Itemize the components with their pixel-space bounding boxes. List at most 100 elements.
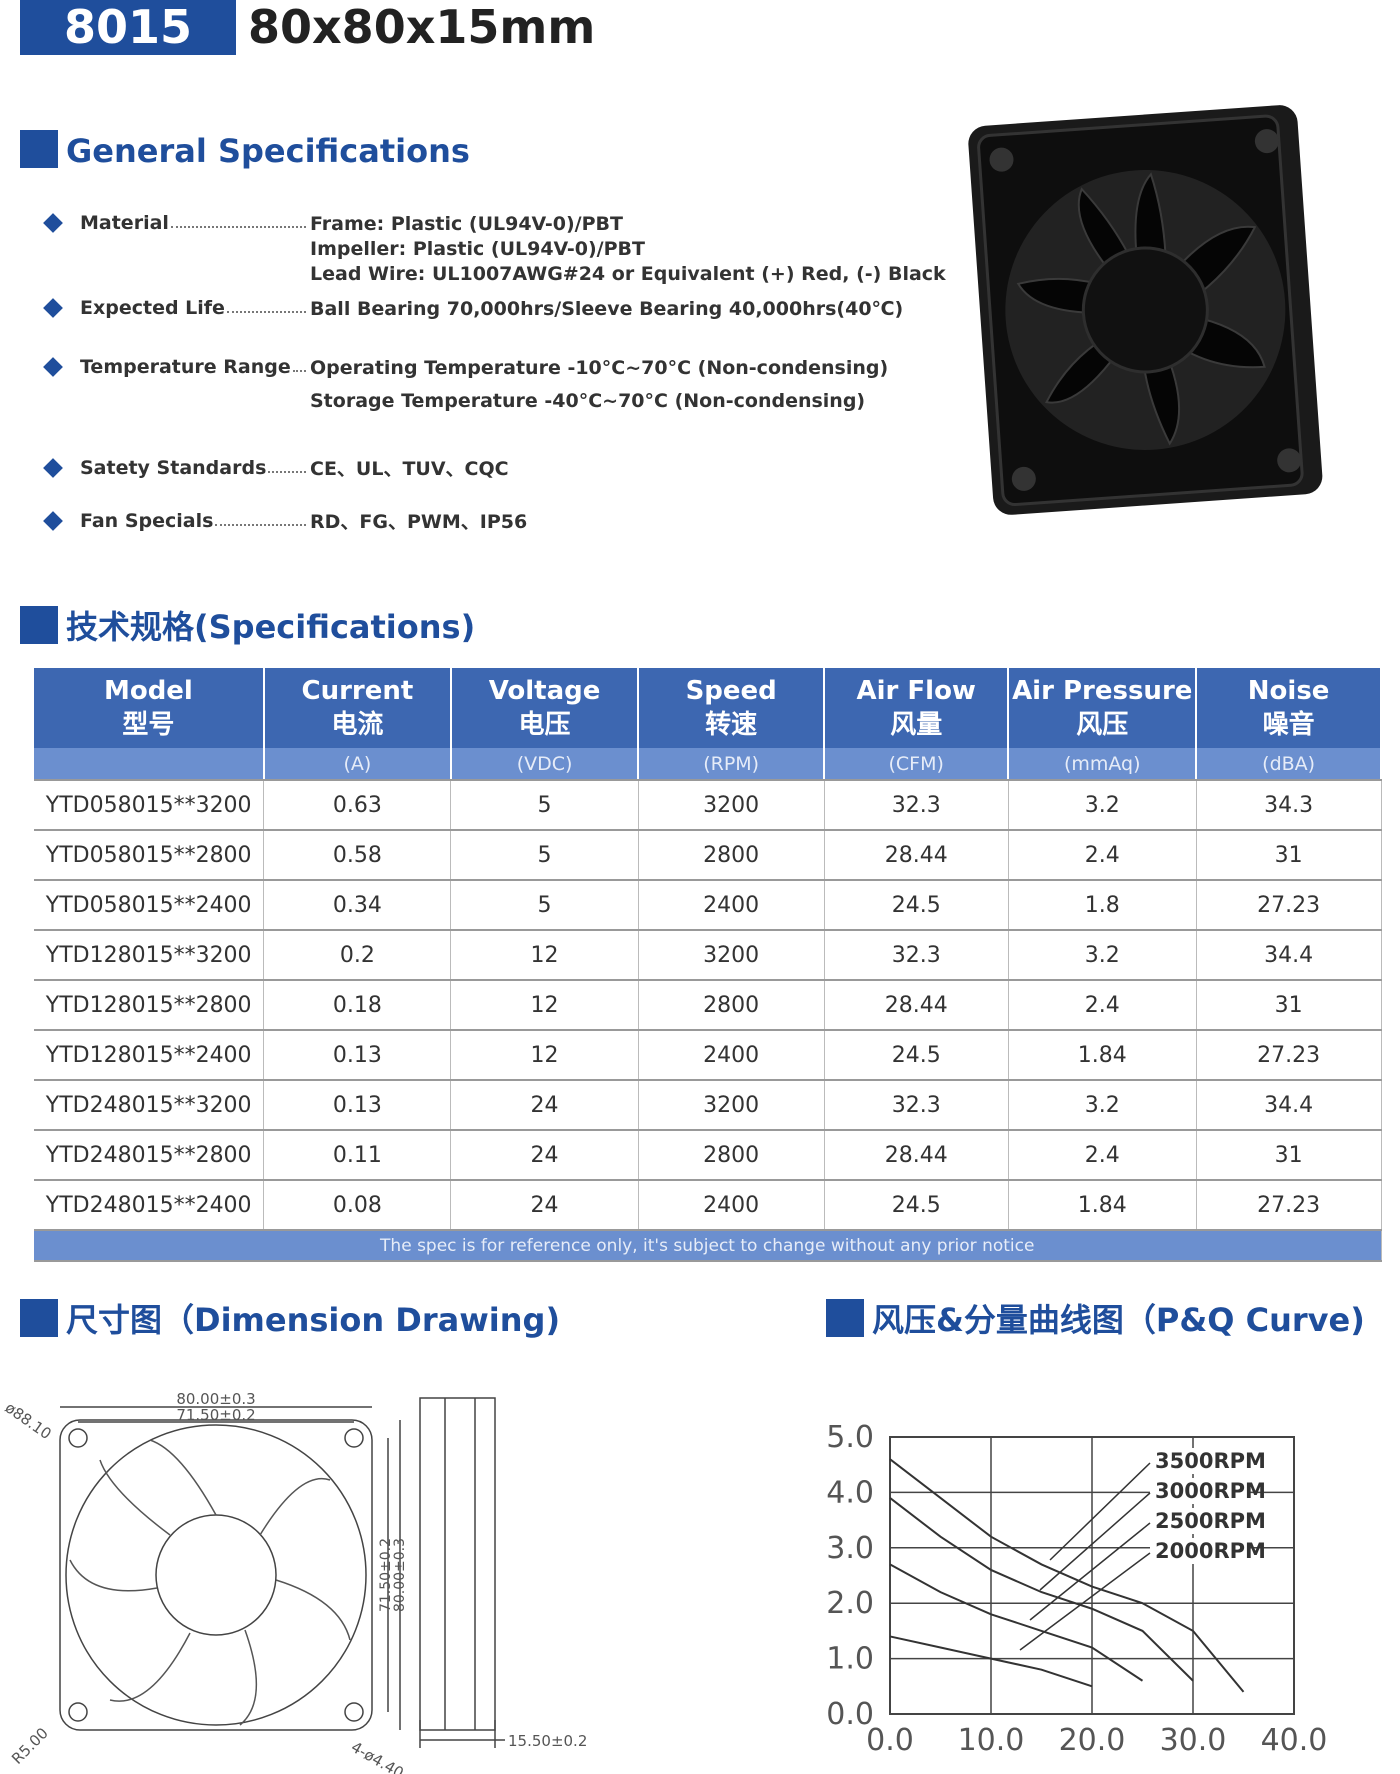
legend-bg bbox=[1150, 1448, 1248, 1474]
column-header: Air Flow 风量 bbox=[824, 668, 1010, 748]
spec-line: Frame: Plastic (UL94V-0)/PBT bbox=[310, 213, 623, 235]
legend-arrow bbox=[1049, 1462, 1151, 1561]
header-en: Air Pressure bbox=[1012, 676, 1193, 706]
dimension-label: 71.50±0.2 bbox=[176, 1406, 255, 1424]
curve bbox=[889, 1497, 1194, 1682]
cell: 5 bbox=[450, 780, 639, 831]
legend-arrow bbox=[1039, 1492, 1151, 1591]
cell: 0.13 bbox=[263, 1080, 452, 1131]
cell: 27.23 bbox=[1196, 1180, 1382, 1231]
specs-heading: 技术规格(Specifications) bbox=[20, 602, 475, 648]
header-en: Model bbox=[103, 676, 193, 706]
cell: 31 bbox=[1196, 1130, 1382, 1181]
cell: 28.44 bbox=[824, 1130, 1009, 1181]
data-row: YTD128015**2400 0.13 12 2400 24.5 1.84 27.23 bbox=[34, 1030, 1382, 1081]
size-title: 80x80x15mm bbox=[248, 0, 596, 54]
cell: 24 bbox=[450, 1080, 639, 1131]
spec-line: RD、FG、PWM、IP56 bbox=[310, 511, 528, 533]
header-en: Air Flow bbox=[856, 676, 976, 706]
cell: YTD128015**2400 bbox=[34, 1030, 265, 1081]
x-tick-label: 40.0 bbox=[1261, 1723, 1328, 1758]
cell: YTD058015**2800 bbox=[34, 830, 265, 881]
note-row: The spec is for reference only, it's sub… bbox=[34, 1230, 1382, 1262]
cell: 2.4 bbox=[1008, 830, 1197, 881]
legend-label: 2000RPM bbox=[1155, 1539, 1266, 1563]
cell: 3200 bbox=[638, 1080, 825, 1131]
note: The spec is for reference only, it's sub… bbox=[34, 1230, 1382, 1262]
cell: 0.08 bbox=[263, 1180, 452, 1231]
cell: 24.5 bbox=[824, 1030, 1009, 1081]
heading-text: 技术规格(Specifications) bbox=[66, 608, 476, 646]
heading-text: 尺寸图（Dimension Drawing) bbox=[66, 1301, 561, 1339]
cell: 0.18 bbox=[263, 980, 452, 1031]
unit-cell: (VDC) bbox=[450, 748, 640, 781]
leader-dots bbox=[293, 370, 306, 372]
unit-cell: (CFM) bbox=[824, 748, 1010, 781]
cell: 12 bbox=[450, 930, 639, 981]
leader-dots bbox=[171, 226, 306, 228]
legend-bg bbox=[1150, 1508, 1248, 1534]
cell: 3200 bbox=[638, 930, 825, 981]
spec-line: Impeller: Plastic (UL94V-0)/PBT bbox=[310, 238, 645, 260]
cell: 28.44 bbox=[824, 830, 1009, 881]
cell: YTD128015**3200 bbox=[34, 930, 265, 981]
cell: YTD058015**3200 bbox=[34, 780, 265, 831]
header-en: Speed bbox=[685, 676, 777, 706]
header-en: Noise bbox=[1247, 676, 1330, 706]
cell: 0.2 bbox=[263, 930, 452, 981]
x-tick-label: 20.0 bbox=[1059, 1723, 1126, 1758]
cell: 5 bbox=[450, 830, 639, 881]
header-zh: 电流 bbox=[331, 710, 384, 740]
header-en: Current bbox=[301, 676, 414, 706]
cell: 1.84 bbox=[1008, 1030, 1197, 1081]
general-heading: General Specifications bbox=[20, 130, 470, 170]
bullet bbox=[43, 298, 63, 318]
dimension-drawing bbox=[59, 1397, 505, 1748]
cell: YTD248015**2400 bbox=[34, 1180, 265, 1231]
cell: YTD248015**3200 bbox=[34, 1080, 265, 1131]
data-row: YTD058015**2800 0.58 5 2800 28.44 2.4 31 bbox=[34, 830, 1382, 881]
cell: 2800 bbox=[638, 980, 825, 1031]
column-header: Model 型号 bbox=[34, 668, 265, 748]
dimension-heading: 尺寸图（Dimension Drawing) bbox=[20, 1295, 560, 1341]
cell: 3.2 bbox=[1008, 930, 1197, 981]
cell: YTD058015**2400 bbox=[34, 880, 265, 931]
header-zh: 转速 bbox=[705, 710, 758, 740]
column-header: Voltage 电压 bbox=[450, 668, 640, 748]
dimension-label: 4-ø4.40 bbox=[348, 1738, 407, 1774]
header-zh: 电压 bbox=[518, 710, 571, 740]
column-header: Speed 转速 bbox=[638, 668, 826, 748]
cell: 24.5 bbox=[824, 880, 1009, 931]
cell: 1.8 bbox=[1008, 880, 1197, 931]
y-tick-label: 4.0 bbox=[826, 1475, 874, 1510]
legend-bg bbox=[1150, 1478, 1248, 1504]
data-row: YTD248015**2800 0.11 24 2800 28.44 2.4 31 bbox=[34, 1130, 1382, 1181]
cell: 31 bbox=[1196, 830, 1382, 881]
cell: 0.13 bbox=[263, 1030, 452, 1081]
legend-arrow bbox=[1019, 1552, 1151, 1651]
legend-bg bbox=[1150, 1538, 1248, 1564]
cell: 32.3 bbox=[824, 930, 1009, 981]
cell: 32.3 bbox=[824, 1080, 1009, 1131]
dimension-label: 71.50±0.2 bbox=[378, 1538, 394, 1612]
spec-value: CE、UL、TUV、CQC bbox=[310, 457, 509, 482]
dimension-label: 80.00±0.3 bbox=[392, 1538, 408, 1612]
cell: YTD248015**2800 bbox=[34, 1130, 265, 1181]
header-row: Model 型号 Current 电流 Voltage 电压 Speed 转速 Air Flow… bbox=[34, 668, 1382, 748]
y-tick-label: 3.0 bbox=[826, 1531, 874, 1566]
heading-text: General Specifications bbox=[66, 132, 470, 170]
curve bbox=[889, 1458, 1245, 1693]
spec-label: Satety Standards bbox=[80, 457, 267, 479]
legend-label: 3500RPM bbox=[1155, 1449, 1266, 1473]
dimension-label: R5.00 bbox=[8, 1724, 52, 1768]
unit-cell bbox=[34, 748, 265, 781]
bullet bbox=[43, 357, 63, 377]
column-header: Air Pressure 风压 bbox=[1008, 668, 1198, 748]
cell: 12 bbox=[450, 1030, 639, 1081]
x-tick-label: 30.0 bbox=[1160, 1723, 1227, 1758]
header-zh: 噪音 bbox=[1262, 710, 1315, 740]
data-row: YTD128015**2800 0.18 12 2800 28.44 2.4 31 bbox=[34, 980, 1382, 1031]
cell: 2400 bbox=[638, 1030, 825, 1081]
header-zh: 风压 bbox=[1076, 710, 1129, 740]
